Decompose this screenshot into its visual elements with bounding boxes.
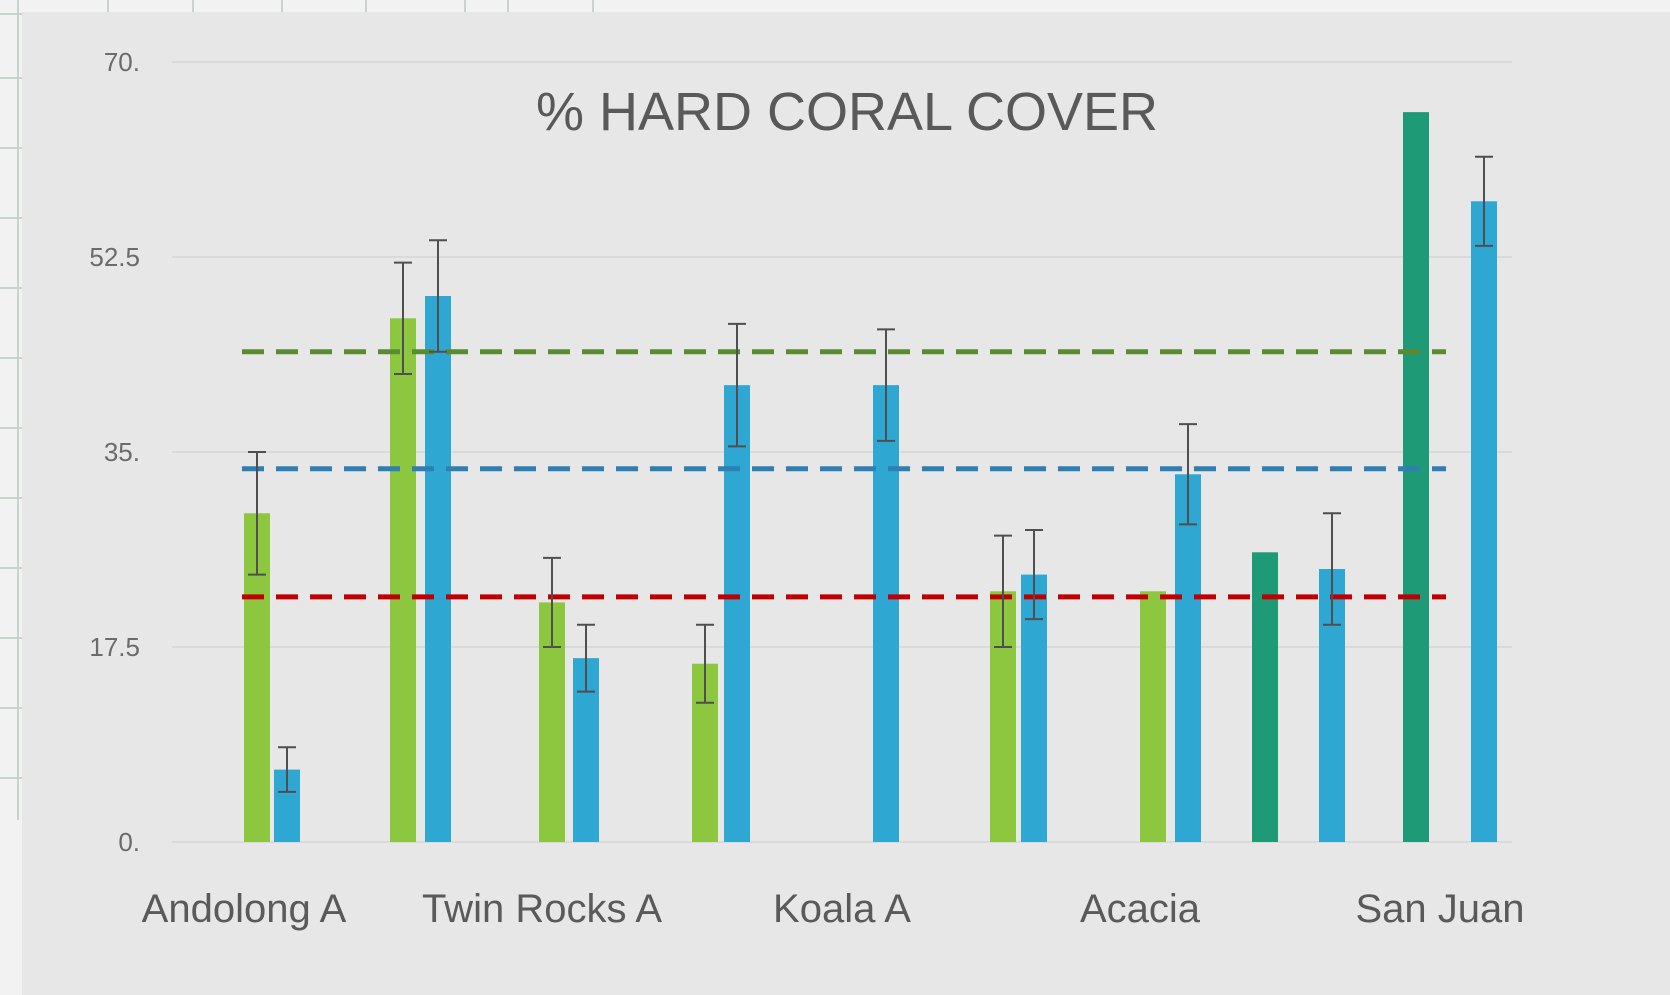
bar [873, 385, 899, 842]
bars [244, 112, 1497, 843]
bar [1403, 112, 1429, 842]
bar [724, 385, 750, 842]
error-bar [248, 451, 266, 576]
hard-coral-cover-chart: 0. 17.5 35. 52.5 70. % HARD CORAL COVER Ando… [89, 47, 1525, 931]
error-bar [278, 746, 296, 793]
error-bar [696, 623, 714, 704]
error-bar [728, 322, 746, 448]
x-category-label: Twin Rocks A [422, 887, 662, 931]
y-tick-label: 17.5 [89, 632, 140, 662]
x-category-label: San Juan [1355, 887, 1524, 931]
bar [390, 318, 416, 842]
chart-title: % HARD CORAL COVER [536, 82, 1158, 142]
y-axis-ticks: 0. 17.5 35. 52.5 70. [89, 47, 140, 857]
error-bar [994, 534, 1012, 648]
bar [1140, 591, 1166, 842]
error-bar [877, 328, 895, 442]
error-bar [1179, 423, 1197, 526]
bar [1252, 552, 1278, 842]
reference-lines [242, 349, 1446, 600]
chart-area[interactable]: 0. 17.5 35. 52.5 70. % HARD CORAL COVER Ando… [22, 12, 1670, 995]
gridlines [172, 61, 1512, 843]
error-bar [1025, 529, 1043, 621]
error-bar [1475, 155, 1493, 247]
error-bar [1323, 512, 1341, 626]
y-tick-label: 52.5 [89, 242, 140, 272]
x-category-label: Andolong A [142, 887, 347, 931]
y-tick-label: 0. [118, 827, 140, 857]
y-tick-label: 35. [104, 437, 140, 467]
y-tick-label: 70. [104, 47, 140, 77]
error-bar [394, 261, 412, 375]
bar [1175, 474, 1201, 842]
x-axis-category-labels: Andolong A Twin Rocks A Koala A Acacia San J… [142, 887, 1525, 931]
error-bar [429, 239, 447, 353]
bar [1471, 201, 1497, 843]
x-category-label: Acacia [1080, 887, 1201, 931]
bar [425, 296, 451, 842]
x-category-label: Koala A [773, 887, 911, 931]
error-bar [543, 556, 561, 648]
error-bars [248, 155, 1493, 793]
error-bar [577, 623, 595, 693]
